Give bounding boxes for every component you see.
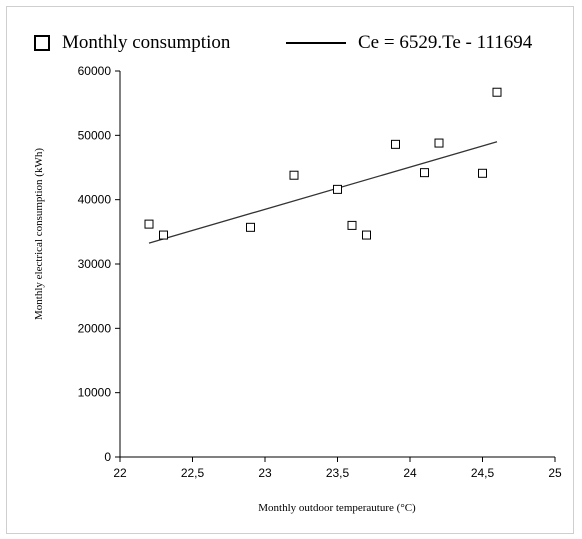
legend-entry-trendline: Ce = 6529.Te - 111694	[286, 32, 532, 54]
data-point-marker	[289, 170, 299, 180]
axes: 0 10000 20000 30000 40000 50000 60000 22 22,5 23 2…	[78, 64, 562, 480]
x-tick-label: 23,5	[326, 466, 350, 480]
data-point-marker	[478, 168, 487, 178]
data-point-marker	[362, 230, 371, 240]
y-tick-label: 20000	[78, 321, 112, 335]
legend-label-scatter: Monthly consumption	[62, 32, 231, 53]
y-tick-label: 10000	[78, 386, 112, 400]
x-tick-label: 25	[548, 466, 562, 480]
trend-line	[148, 141, 498, 244]
x-tick-label: 23	[258, 466, 272, 480]
data-point-marker	[492, 87, 502, 97]
y-axis-title: Monthly electrical consumption (kWh)	[33, 148, 45, 320]
legend-entry-scatter: Monthly consumption	[34, 32, 230, 54]
data-point-marker	[246, 222, 255, 232]
y-tick-label: 50000	[78, 128, 112, 142]
y-tick-label: 40000	[78, 193, 112, 207]
chart-frame	[6, 6, 574, 534]
y-tick-label: 0	[104, 450, 111, 464]
data-point-marker	[159, 230, 168, 240]
x-tick-label: 22,5	[181, 466, 205, 480]
data-points	[144, 87, 502, 240]
data-point-marker	[347, 220, 357, 230]
legend-line-marker	[286, 42, 346, 44]
data-point-marker	[333, 184, 342, 194]
x-tick-label: 24,5	[471, 466, 495, 480]
x-axis-title: Monthly outdoor temperauture (°C)	[258, 502, 416, 514]
legend-label-trendline: Ce = 6529.Te - 111694	[358, 32, 533, 53]
data-point-marker	[391, 139, 400, 149]
trend-line-group	[148, 141, 498, 244]
data-point-marker	[434, 138, 444, 148]
data-point-marker	[144, 219, 154, 229]
y-tick-label: 30000	[78, 257, 112, 271]
data-point-marker	[420, 168, 429, 178]
x-tick-label: 22	[113, 466, 127, 480]
legend-square-marker	[34, 35, 50, 51]
x-tick-label: 24	[403, 466, 417, 480]
y-tick-label: 60000	[78, 64, 112, 78]
